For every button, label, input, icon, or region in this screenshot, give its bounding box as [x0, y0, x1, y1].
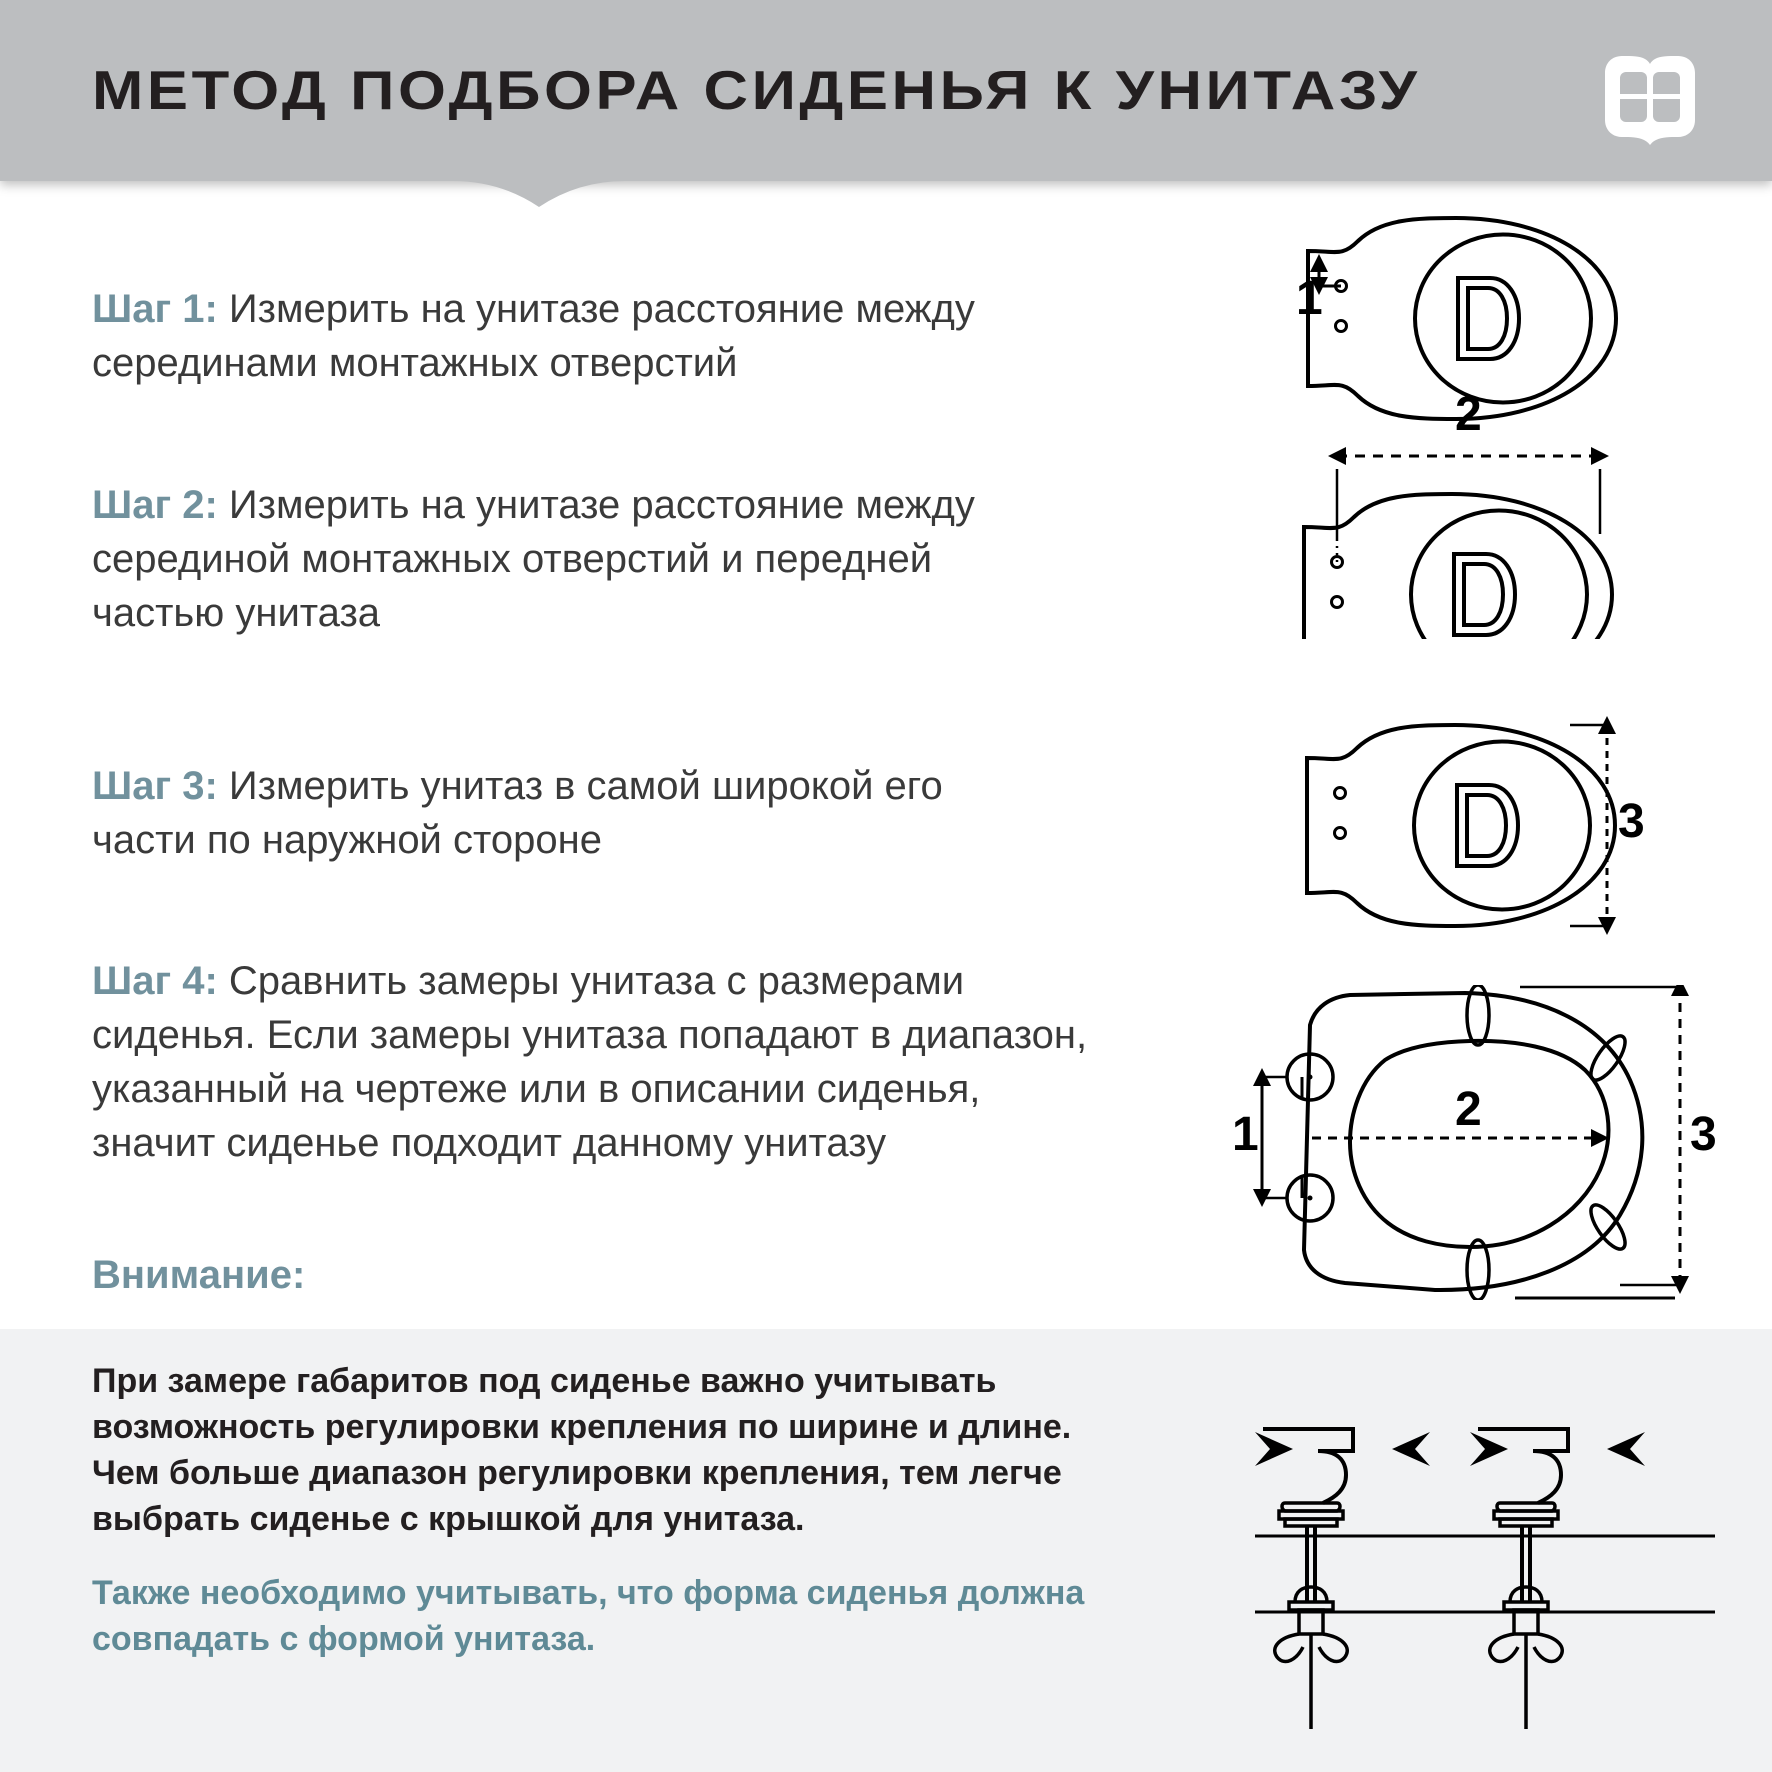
svg-text:3: 3	[1690, 1108, 1715, 1161]
svg-text:2: 2	[1455, 388, 1482, 441]
svg-text:2: 2	[1455, 1083, 1482, 1136]
svg-text:3: 3	[1618, 795, 1645, 848]
svg-text:1: 1	[1232, 1108, 1259, 1161]
svg-text:1: 1	[1296, 272, 1323, 325]
